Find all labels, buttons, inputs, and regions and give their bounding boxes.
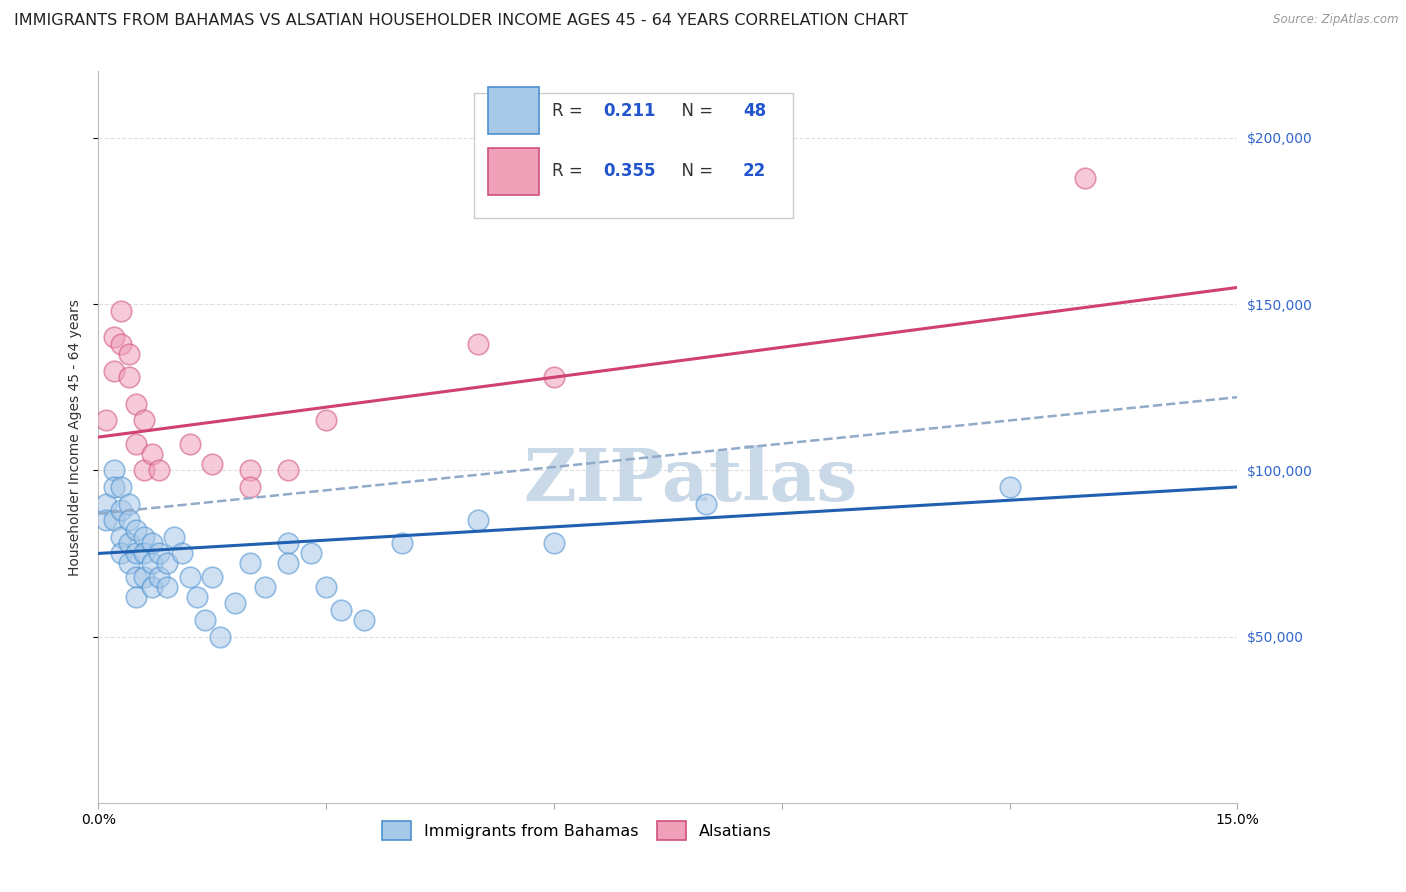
Point (148, 546, 170, 560)
Point (543, 536, 565, 550)
Point (467, 337, 489, 351)
Point (186, 590, 208, 604)
Point (353, 613, 375, 627)
Point (998, 480, 1021, 494)
FancyBboxPatch shape (488, 87, 538, 135)
Point (391, 536, 413, 550)
Point (103, 513, 125, 527)
Point (179, 436, 201, 450)
Text: 0.211: 0.211 (603, 102, 655, 120)
Point (315, 413, 337, 427)
Y-axis label: Householder Income Ages 45 - 64 years: Householder Income Ages 45 - 64 years (69, 299, 83, 575)
Point (141, 557, 163, 571)
Point (110, 503, 132, 517)
Point (299, 546, 322, 560)
Point (118, 536, 141, 550)
Point (125, 546, 148, 560)
Point (277, 463, 299, 477)
Point (125, 397, 148, 411)
Point (194, 613, 217, 627)
Point (118, 513, 141, 527)
FancyBboxPatch shape (488, 148, 538, 195)
Point (179, 570, 201, 584)
Point (208, 630, 231, 644)
Point (110, 480, 132, 494)
Text: ZIPatlas: ZIPatlas (523, 445, 858, 516)
Point (94, 497, 117, 511)
Point (156, 580, 179, 594)
Point (103, 363, 125, 377)
Point (239, 557, 262, 571)
Point (118, 347, 141, 361)
Point (254, 580, 277, 594)
FancyBboxPatch shape (474, 94, 793, 218)
Point (330, 603, 353, 617)
Point (239, 463, 262, 477)
Point (125, 590, 148, 604)
Point (201, 570, 224, 584)
Point (467, 513, 489, 527)
Point (110, 337, 132, 351)
Point (156, 557, 179, 571)
Point (132, 413, 155, 427)
Text: 48: 48 (742, 102, 766, 120)
Point (277, 557, 299, 571)
Point (125, 570, 148, 584)
Text: R =: R = (551, 102, 588, 120)
Point (103, 480, 125, 494)
Point (132, 463, 155, 477)
Point (118, 497, 141, 511)
Point (132, 546, 155, 560)
Point (94, 513, 117, 527)
Point (118, 557, 141, 571)
Point (110, 303, 132, 318)
Point (1074, 170, 1097, 185)
Legend: Immigrants from Bahamas, Alsatians: Immigrants from Bahamas, Alsatians (375, 814, 778, 846)
Point (163, 530, 186, 544)
Point (148, 463, 170, 477)
Point (141, 447, 163, 461)
Point (277, 536, 299, 550)
Point (224, 596, 246, 610)
Text: 22: 22 (742, 162, 766, 180)
Point (110, 530, 132, 544)
Point (103, 463, 125, 477)
Point (118, 370, 141, 384)
Point (543, 370, 565, 384)
Text: N =: N = (671, 162, 718, 180)
Point (315, 580, 337, 594)
Point (132, 570, 155, 584)
Point (132, 530, 155, 544)
Text: IMMIGRANTS FROM BAHAMAS VS ALSATIAN HOUSEHOLDER INCOME AGES 45 - 64 YEARS CORREL: IMMIGRANTS FROM BAHAMAS VS ALSATIAN HOUS… (14, 13, 908, 29)
Point (94, 413, 117, 427)
Point (201, 457, 224, 471)
Point (170, 546, 193, 560)
Point (141, 536, 163, 550)
Text: 0.355: 0.355 (603, 162, 655, 180)
Point (125, 436, 148, 450)
Point (103, 330, 125, 344)
Text: N =: N = (671, 102, 718, 120)
Point (148, 570, 170, 584)
Text: R =: R = (551, 162, 588, 180)
Point (239, 480, 262, 494)
Point (695, 497, 717, 511)
Point (141, 580, 163, 594)
Point (125, 523, 148, 537)
Text: Source: ZipAtlas.com: Source: ZipAtlas.com (1274, 13, 1399, 27)
Point (110, 546, 132, 560)
